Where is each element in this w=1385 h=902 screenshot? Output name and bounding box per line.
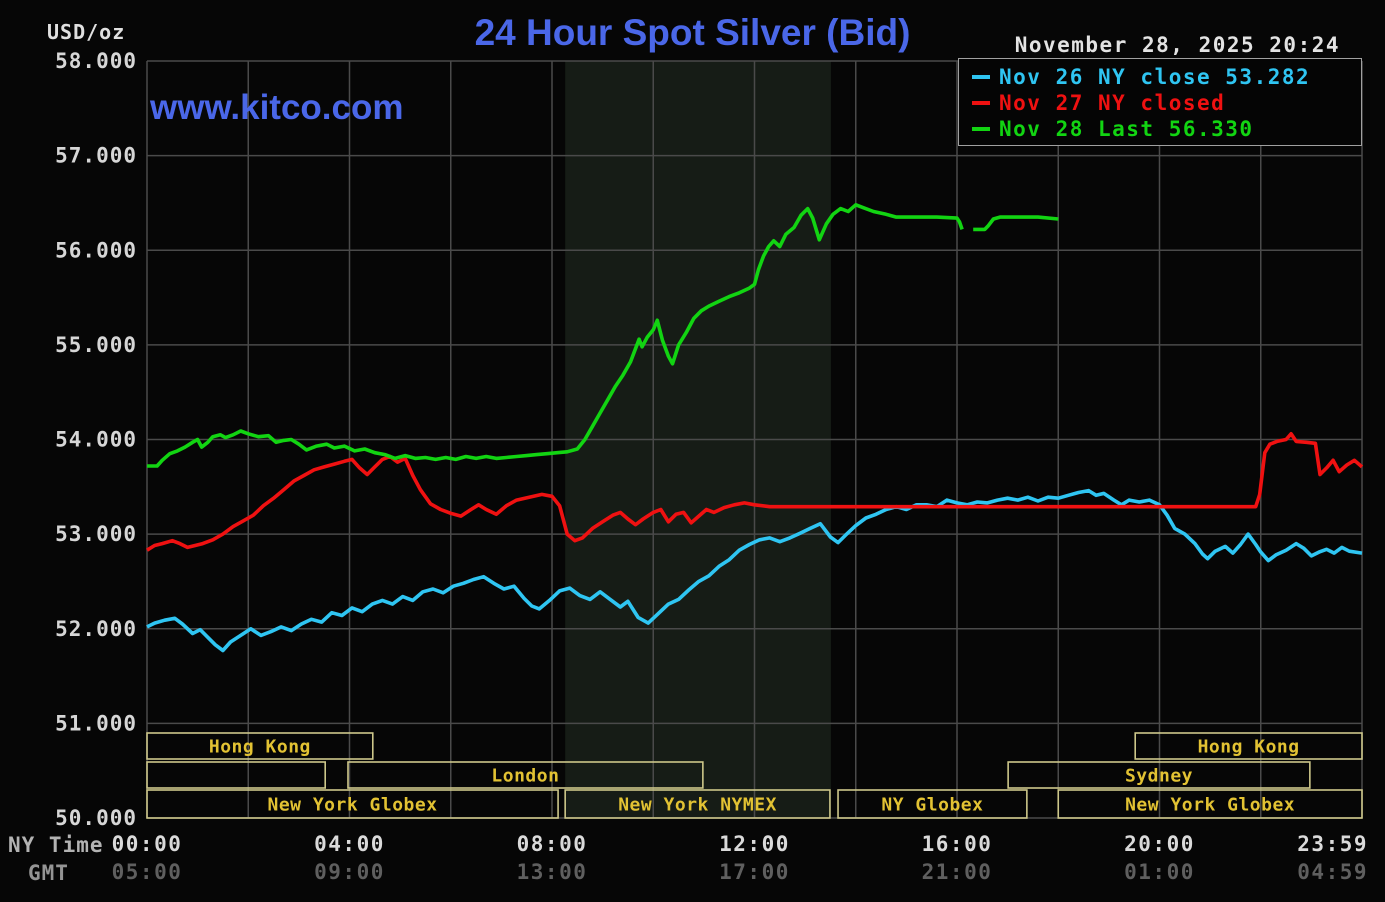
ny-time-axis-label: NY Time: [8, 833, 104, 857]
x-tick-ny: 04:00: [314, 832, 385, 856]
session-label: New York NYMEX: [618, 795, 777, 816]
x-tick-gmt: 04:59: [1297, 860, 1368, 884]
page-title: 24 Hour Spot Silver (Bid): [474, 12, 911, 53]
x-tick-ny: 20:00: [1124, 832, 1195, 856]
x-tick-ny: 00:00: [112, 832, 183, 856]
legend-dash-icon: [972, 75, 990, 79]
series-line-2: [147, 203, 964, 468]
x-tick-gmt: 17:00: [719, 860, 790, 884]
y-tick-label: 57.000: [55, 144, 137, 168]
session-label: New York Globex: [1125, 795, 1295, 816]
session-box: [146, 732, 374, 760]
x-tick-ny: 23:59: [1297, 832, 1368, 856]
x-tick-gmt: 01:00: [1124, 860, 1195, 884]
series-line-2: [973, 215, 1059, 232]
session-label: NY Globex: [881, 795, 983, 816]
gmt-axis-label: GMT: [28, 861, 69, 885]
legend-item-2: Nov 28 Last 56.330: [959, 116, 1361, 142]
session-box: [1007, 761, 1311, 789]
series-line-0: [146, 488, 1363, 653]
legend-box: Nov 26 NY close 53.282 Nov 27 NY closed No…: [958, 58, 1362, 146]
x-tick-gmt: 21:00: [922, 860, 993, 884]
session-box: [564, 789, 831, 819]
session-box: [1134, 732, 1363, 760]
session-label: Sydney: [1125, 766, 1193, 787]
kitco-watermark-link[interactable]: www.kitco.com: [150, 88, 404, 127]
legend-dash-icon: [972, 127, 990, 131]
y-tick-label: 50.000: [55, 806, 137, 830]
y-tick-label: 54.000: [55, 428, 137, 452]
x-tick-ny: 16:00: [922, 832, 993, 856]
legend-item-label: Nov 28 Last 56.330: [999, 117, 1254, 141]
session-label: London: [491, 766, 559, 787]
legend-dash-icon: [972, 101, 990, 105]
session-box: [146, 789, 559, 819]
y-tick-label: 51.000: [55, 711, 137, 735]
legend-item-0: Nov 26 NY close 53.282: [959, 64, 1361, 90]
x-tick-gmt: 09:00: [314, 860, 385, 884]
y-tick-label: 55.000: [55, 333, 137, 357]
y-tick-label: 56.000: [55, 238, 137, 262]
x-tick-gmt: 13:00: [517, 860, 588, 884]
session-box: [347, 761, 704, 789]
unit-label: USD/oz: [47, 20, 126, 44]
datetime-label: November 28, 2025 20:24: [1014, 33, 1340, 57]
x-tick-ny: 12:00: [719, 832, 790, 856]
session-box: [146, 761, 326, 789]
series-line-1: [146, 431, 1364, 552]
x-tick-ny: 08:00: [517, 832, 588, 856]
y-tick-label: 53.000: [55, 522, 137, 546]
session-label: Hong Kong: [209, 737, 311, 758]
session-box: [1057, 789, 1363, 819]
x-tick-gmt: 05:00: [112, 860, 183, 884]
legend-item-label: Nov 27 NY closed: [999, 91, 1226, 115]
session-box: [837, 789, 1028, 819]
session-label: Hong Kong: [1198, 737, 1300, 758]
y-tick-label: 58.000: [55, 49, 137, 73]
legend-item-label: Nov 26 NY close 53.282: [999, 65, 1311, 89]
session-label: New York Globex: [268, 795, 438, 816]
legend-item-1: Nov 27 NY closed: [959, 90, 1361, 116]
y-tick-label: 52.000: [55, 617, 137, 641]
